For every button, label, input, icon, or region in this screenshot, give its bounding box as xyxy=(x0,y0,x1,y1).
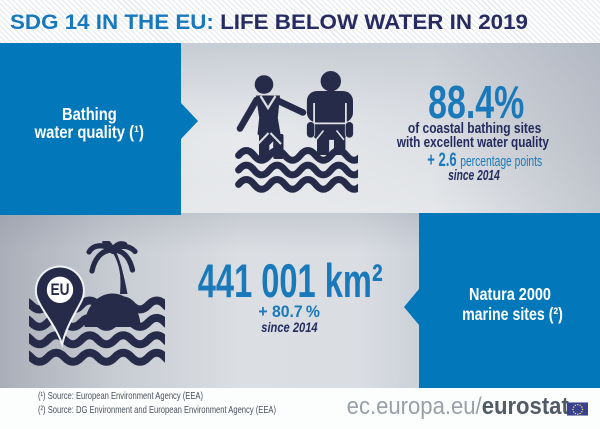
svg-text:EU: EU xyxy=(51,281,70,299)
